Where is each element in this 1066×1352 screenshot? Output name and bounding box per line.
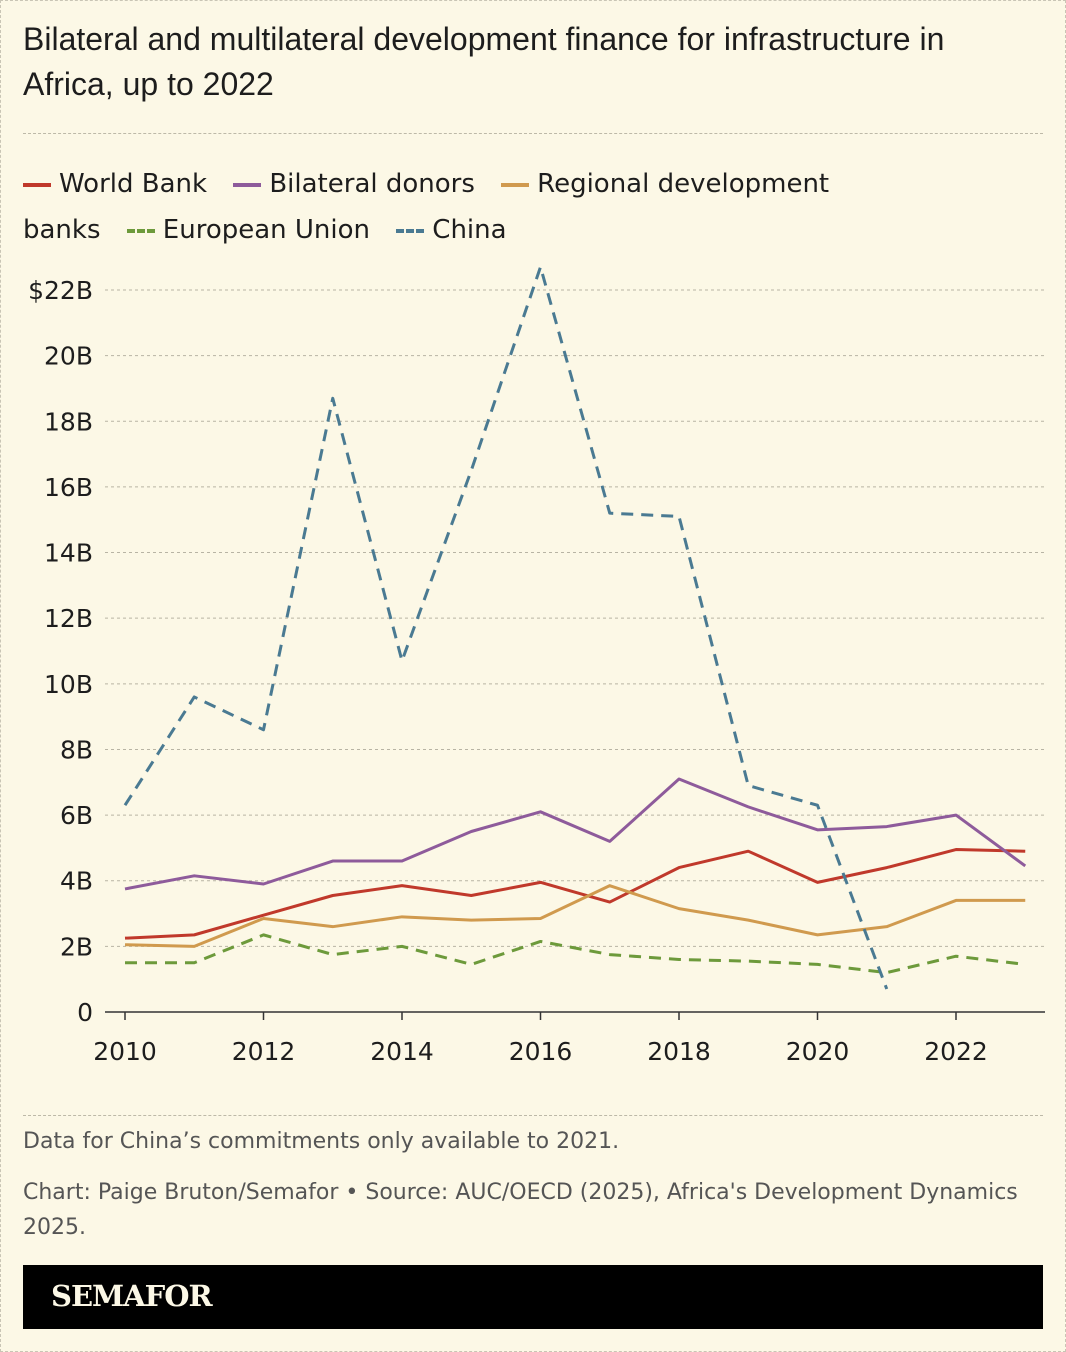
legend-swatch	[233, 182, 262, 187]
legend-item: Regional development banks	[23, 169, 829, 245]
y-tick-label: 2B	[60, 932, 93, 961]
legend-label: Regional development banks	[23, 169, 830, 245]
y-tick-label: $22B	[28, 276, 93, 305]
line-chart: 0 2B 4B 6B 8B 10B 12B 14B 16B 18B 20B $22B 2010 2012 2…	[28, 265, 1045, 1066]
x-tick-label: 2010	[93, 1037, 157, 1066]
legend-item: Bilateral donors	[233, 169, 475, 199]
x-tick-label: 2012	[232, 1037, 296, 1066]
semafor-logo: SEMAFOR	[51, 1279, 213, 1313]
legend-item: China	[396, 215, 507, 245]
x-tick-label: 2014	[370, 1037, 434, 1066]
y-tick-label: 8B	[60, 735, 93, 764]
legend-item: European Union	[126, 215, 371, 245]
y-tick-label: 10B	[44, 670, 93, 699]
y-tick-label: 14B	[44, 539, 93, 568]
legend-label: Bilateral donors	[269, 169, 475, 199]
series-line-regional-development-banks	[124, 884, 1026, 948]
legend-swatch	[23, 182, 51, 187]
legend-item: World Bank	[23, 169, 207, 199]
divider	[23, 1115, 1043, 1116]
footer-bar: SEMAFOR	[23, 1265, 1043, 1329]
legend-swatch	[501, 182, 530, 187]
chart-credit: Chart: Paige Bruton/Semafor • Source: AU…	[23, 1180, 1018, 1240]
series-line-china	[123, 265, 889, 990]
x-tick-label: 2018	[647, 1037, 711, 1066]
divider	[23, 133, 1043, 134]
y-tick-label: 20B	[44, 342, 93, 371]
legend: World Bank Bilateral donors Regional dev…	[23, 161, 863, 253]
legend-label: China	[432, 215, 507, 245]
x-tick-label: 2020	[786, 1037, 850, 1066]
series-line-european-union	[125, 933, 1026, 975]
legend-label: World Bank	[59, 169, 208, 199]
y-tick-label: 0	[77, 998, 93, 1027]
y-tick-label: 4B	[60, 867, 93, 896]
legend-label: European Union	[162, 215, 371, 245]
x-tick-label: 2022	[924, 1037, 988, 1066]
series-line-bilateral-donors	[124, 777, 1027, 891]
series-line-world-bank	[124, 848, 1026, 940]
legend-swatch	[126, 228, 155, 233]
legend-swatch	[396, 228, 425, 233]
y-tick-label: 16B	[44, 473, 93, 502]
y-tick-label: 12B	[44, 604, 93, 633]
chart-note: Data for China’s commitments only availa…	[23, 1129, 620, 1154]
y-tick-label: 6B	[60, 801, 93, 830]
x-tick-label: 2016	[509, 1037, 573, 1066]
chart-title: Bilateral and multilateral development f…	[23, 21, 945, 102]
y-tick-label: 18B	[44, 407, 93, 436]
